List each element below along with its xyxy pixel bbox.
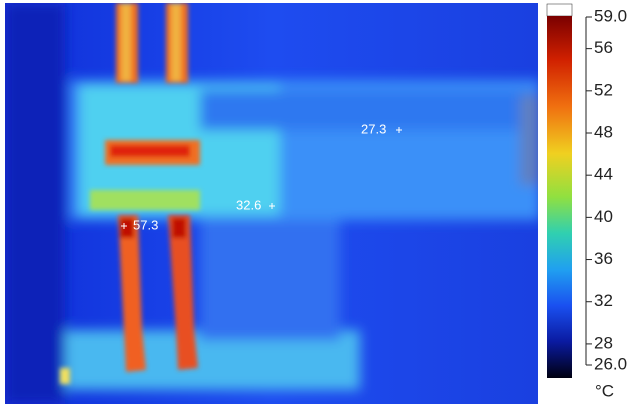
tick-label: 52 xyxy=(594,80,613,99)
tick-label: 32 xyxy=(594,291,613,310)
spot-cross xyxy=(396,127,402,133)
spot-value: 32.6 xyxy=(236,197,261,212)
spot-value: 57.3 xyxy=(133,217,158,232)
spot-value: 27.3 xyxy=(361,121,386,136)
spot-markers: 57.3 32.6 27.3 xyxy=(121,121,402,232)
spot-cross xyxy=(121,223,127,229)
scale-ticks: 59.0 56 52 48 44 40 36 32 28 26.0 xyxy=(585,6,627,373)
scale-cap xyxy=(546,3,573,17)
spot-cross xyxy=(269,203,275,209)
tick-label: 59.0 xyxy=(594,6,627,25)
tick-label: 26.0 xyxy=(594,354,627,373)
tick-label: 40 xyxy=(594,207,613,226)
thermal-image xyxy=(5,3,538,404)
tick-label: 28 xyxy=(594,333,613,352)
color-bar xyxy=(547,16,572,378)
tick-label: 56 xyxy=(594,38,613,57)
tick-label: 36 xyxy=(594,249,613,268)
tick-label: 48 xyxy=(594,122,613,141)
tick-label: 44 xyxy=(594,165,613,184)
unit-label: °C xyxy=(595,381,614,400)
